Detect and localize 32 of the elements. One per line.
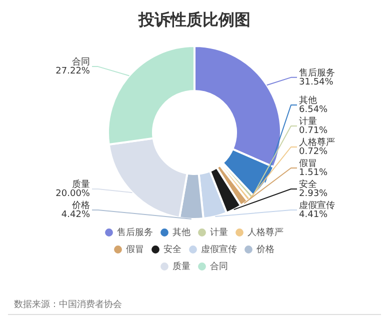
data-label: 27.22% (56, 66, 90, 76)
slice-label: 虚假宣传 (299, 200, 335, 211)
legend-label: 假冒 (126, 244, 144, 255)
data-label: 0.71% (299, 126, 328, 136)
source-note: 数据来源：中国消费者协会 (8, 295, 381, 315)
legend-label: 质量 (172, 260, 190, 272)
data-label: 31.54% (299, 77, 334, 88)
legend-label: 人格尊严 (248, 226, 284, 238)
legend-label: 合同 (210, 260, 228, 272)
legend-label: 虚假宣传 (201, 244, 237, 255)
slice-label: 其他 (299, 94, 317, 106)
slice-label: 价格 (71, 200, 90, 211)
data-label: 1.51% (299, 168, 328, 178)
legend-label: 价格 (256, 244, 274, 255)
data-label: 0.72% (299, 146, 328, 157)
chart-title: 投诉性质比例图 (137, 9, 252, 31)
data-label: 6.54% (299, 104, 328, 115)
slice-label: 质量 (72, 178, 90, 190)
legend-label: 售后服务 (117, 226, 153, 238)
slice-label: 合同 (72, 56, 90, 68)
slice-label: 售后服务 (299, 67, 335, 78)
slice-label: 安全 (299, 178, 317, 190)
data-label: 4.41% (299, 210, 328, 220)
slice-label: 人格尊严 (299, 136, 335, 148)
legend-label: 其他 (172, 226, 190, 238)
slice-label: 计量 (299, 116, 317, 127)
data-label: 4.42% (61, 210, 90, 220)
data-label: 2.93% (299, 188, 328, 199)
legend-label: 安全 (164, 244, 182, 255)
data-label: 20.00% (56, 188, 90, 199)
slice-label: 假冒 (299, 158, 317, 169)
legend-label: 计量 (210, 226, 228, 238)
